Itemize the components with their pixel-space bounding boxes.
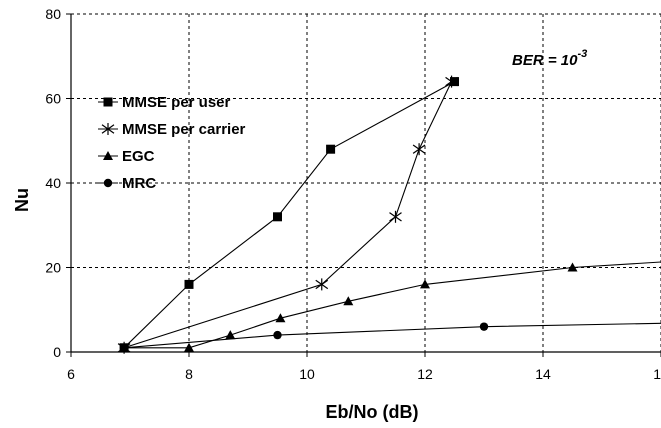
x-tick-label: 12 [417,366,433,382]
series-layer [117,75,661,354]
legend-label: EGC [122,148,155,165]
series-square [119,77,459,353]
asterisk-stroke [389,212,402,222]
data-point [343,296,354,306]
series-asterisk [117,75,458,354]
asterisk-stroke [445,76,458,87]
legend-label: MMSE per carrier [122,121,246,138]
legend-item: EGC [98,148,155,165]
data-point [273,212,282,222]
series-circle [119,322,661,352]
x-tick-label: 14 [535,366,551,382]
data-point [445,75,458,88]
data-point [119,343,129,352]
data-point [420,279,430,289]
y-tick-label: 80 [45,6,61,22]
series-line [124,322,661,349]
y-tick-label: 0 [53,344,61,360]
data-point [184,279,194,289]
y-tick-label: 60 [45,91,61,107]
asterisk-stroke [412,144,426,154]
data-point [389,210,402,223]
data-point [326,144,336,154]
legend-item: MRC [98,175,156,192]
y-axis-title: Nu [12,188,32,212]
ber-annotation-base: BER = 10 [512,52,578,69]
legend-marker [103,178,113,188]
x-tick-label: 8 [185,366,193,382]
legend-marker [101,123,115,135]
legend-label: MRC [122,175,156,192]
y-tick-label: 20 [45,260,61,276]
legend: MMSE per user MMSE per carrier EGC MRC [98,94,246,192]
ber-annotation: BER = 10-3 [512,48,587,69]
ber-annotation-exponent: -3 [577,48,587,60]
asterisk-stroke [101,124,115,134]
legend-label: MMSE per user [122,94,231,111]
data-point [315,278,329,291]
data-point [273,330,282,340]
y-tick-label: 40 [45,175,61,191]
x-axis-title: Eb/No (dB) [326,402,419,422]
legend-item: MMSE per carrier [98,121,246,138]
x-tick-label: 16 [653,366,661,382]
data-point [450,77,459,87]
x-tick-label: 6 [67,366,75,382]
legend-marker [103,97,113,107]
tick-labels: 6 8 10 12 14 16 0 20 40 60 80 [45,6,661,382]
data-point [225,330,236,340]
series-line [124,261,661,349]
asterisk-stroke [315,279,329,290]
data-point [412,143,426,156]
axes [66,13,661,357]
legend-item: MMSE per user [98,94,231,111]
gridlines [71,13,661,352]
data-point [275,313,286,323]
x-tick-label: 10 [299,366,315,382]
data-point [479,322,489,331]
data-point [184,342,194,352]
legend-marker [103,151,113,160]
data-point [567,262,578,272]
